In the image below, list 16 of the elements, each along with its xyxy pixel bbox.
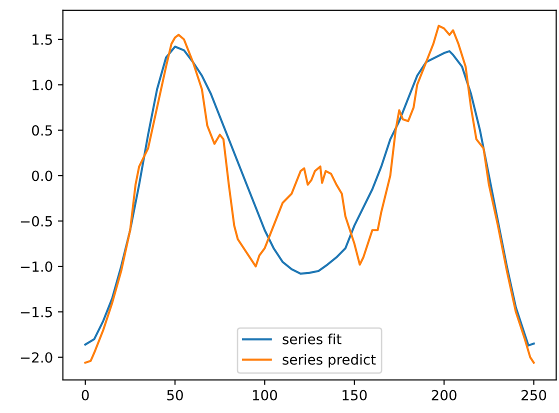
y-tick-label: −1.0 [20, 261, 52, 272]
x-tick-label: 0 [82, 390, 89, 400]
legend-label: series predict [282, 354, 376, 368]
x-tick-label: 200 [432, 390, 456, 400]
y-tick-label: 1.0 [32, 80, 52, 90]
x-tick-label: 100 [252, 390, 278, 400]
x-tick-label: 50 [167, 390, 183, 400]
y-tick-label: −2.0 [20, 352, 52, 363]
y-tick-label: 0.0 [32, 170, 52, 182]
y-tick-label: −1.5 [20, 306, 52, 318]
x-tick-label: 250 [522, 390, 546, 400]
y-tick-label: 1.5 [32, 34, 52, 45]
x-tick-label: 150 [342, 390, 367, 400]
legend-label: series fit [282, 334, 342, 344]
y-tick-label: −0.5 [20, 216, 52, 226]
y-tick-label: 0.5 [32, 125, 52, 136]
